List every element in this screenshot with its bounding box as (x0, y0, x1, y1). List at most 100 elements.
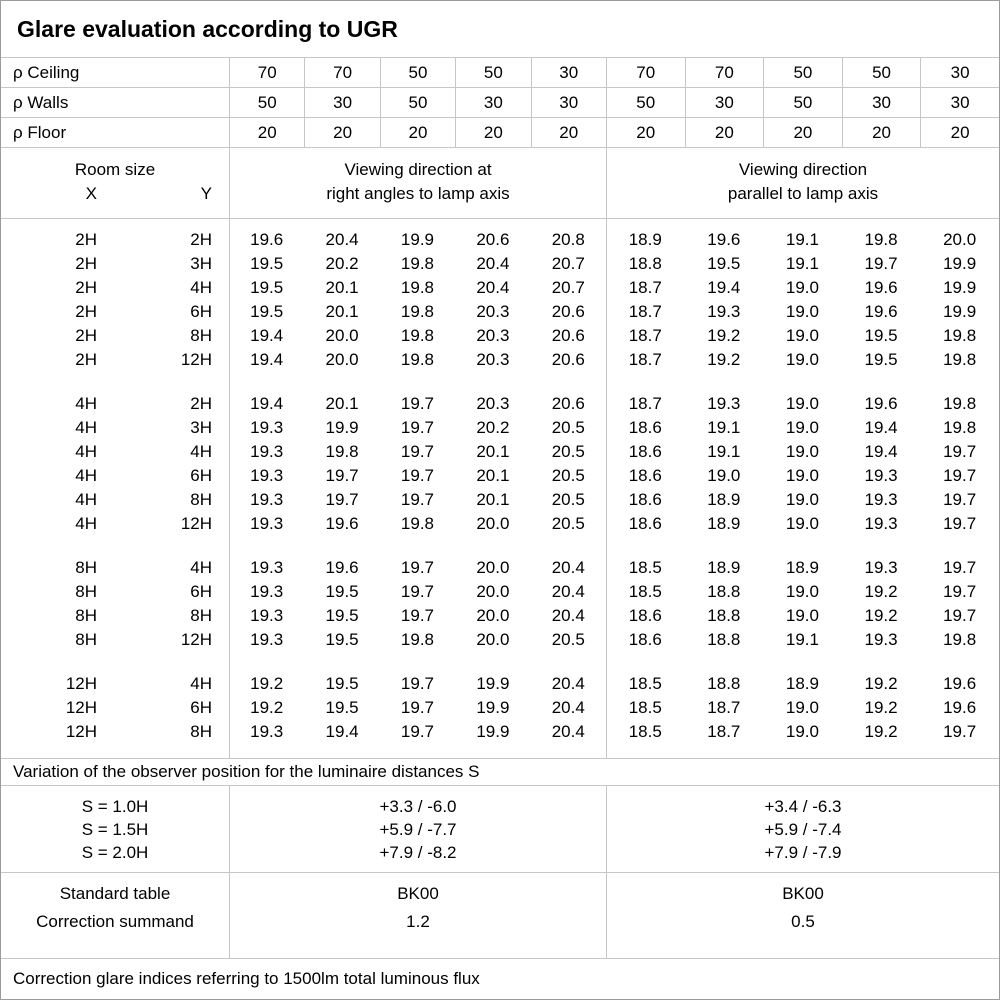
reflectance-row-walls: ρ Walls 50 30 50 30 30 50 30 50 30 30 (1, 88, 999, 118)
ugr-value: 19.3 (864, 558, 898, 577)
s-label: S = 2.0H (81, 843, 149, 862)
ugr-value: 19.8 (325, 442, 359, 461)
ugr-value: 19.6 (325, 558, 359, 577)
ugr-value: 19.7 (400, 606, 435, 625)
table-header-row: Room size X Y Viewing direction at right… (1, 148, 999, 219)
room-y-value: 4H (190, 558, 212, 577)
ugr-value: 18.8 (707, 630, 741, 649)
ugr-value: 19.3 (250, 490, 284, 509)
ugr-value: 19.8 (864, 230, 898, 249)
ugr-value: 18.5 (628, 674, 662, 693)
ugr-value: 18.8 (707, 582, 741, 601)
reflectance-value: 30 (530, 88, 606, 117)
ugr-value: 19.8 (943, 394, 977, 413)
reflectance-value: 50 (763, 58, 842, 87)
ugr-value: 18.6 (628, 490, 662, 509)
reflectance-row-ceiling: ρ Ceiling 70 70 50 50 30 70 70 50 50 30 (1, 58, 999, 88)
ugr-value: 18.9 (785, 674, 819, 693)
ugr-value: 19.3 (250, 722, 284, 741)
ugr-value: 18.7 (628, 302, 662, 321)
ugr-value: 19.3 (250, 606, 284, 625)
ugr-value: 19.5 (250, 278, 284, 297)
room-x-value: 2H (75, 302, 97, 321)
ugr-value: 18.6 (628, 606, 662, 625)
ugr-value: 19.7 (943, 582, 977, 601)
room-x-value: 2H (75, 230, 97, 249)
ugr-value: 19.0 (785, 394, 819, 413)
reflectance-value: 30 (304, 88, 379, 117)
ugr-value: 19.0 (785, 418, 819, 437)
ugr-value: 19.7 (325, 490, 359, 509)
reflectance-value: 20 (841, 118, 921, 147)
ugr-value: 19.0 (785, 466, 819, 485)
room-x-value: 4H (75, 418, 97, 437)
ugr-value: 19.8 (400, 326, 435, 345)
ugr-value: 20.5 (551, 490, 585, 509)
room-y-value: 4H (190, 442, 212, 461)
ugr-value: 20.4 (551, 582, 585, 601)
ugr-value: 19.5 (325, 582, 359, 601)
ugr-value: 19.5 (250, 254, 284, 273)
ugr-value: 19.7 (400, 442, 435, 461)
ugr-value: 20.4 (551, 722, 585, 741)
ugr-value: 19.9 (943, 302, 977, 321)
reflectance-label-walls: ρ Walls (13, 92, 69, 112)
ugr-value: 19.3 (250, 630, 284, 649)
reflectance-value: 50 (379, 58, 455, 87)
ugr-value: 20.6 (551, 326, 585, 345)
reflectance-value: 70 (684, 58, 764, 87)
ugr-data-area: 2H 2H 19.6 20.4 19.9 20.6 20.8 18.9 19.6… (1, 219, 999, 758)
header-right-angles-line1: Viewing direction at (344, 160, 492, 179)
ugr-row: 12H 8H 19.3 19.4 19.7 19.9 20.4 18.5 18.… (1, 720, 999, 744)
ugr-value: 19.8 (943, 326, 977, 345)
s-correction-value: +5.9 / -7.4 (764, 820, 842, 839)
room-y-value: 8H (190, 606, 212, 625)
reflectance-value: 30 (920, 88, 999, 117)
standard-values-parallel: BK00 0.5 (606, 873, 999, 958)
room-size-y-label: Y (200, 184, 212, 203)
reflectance-value: 20 (684, 118, 764, 147)
room-y-value: 2H (190, 394, 212, 413)
ugr-value: 19.5 (864, 350, 898, 369)
ugr-value: 19.6 (325, 514, 359, 533)
ugr-value: 20.4 (325, 230, 359, 249)
standard-table-value: BK00 (397, 884, 439, 903)
ugr-value: 19.7 (400, 490, 435, 509)
ugr-value: 18.6 (628, 630, 662, 649)
correction-summand-label: Correction summand (36, 912, 194, 931)
ugr-value: 20.0 (476, 630, 510, 649)
ugr-value: 19.0 (707, 466, 741, 485)
reflectance-value: 50 (229, 88, 304, 117)
ugr-value: 19.7 (400, 722, 435, 741)
reflectance-value: 50 (763, 88, 842, 117)
ugr-value: 18.7 (628, 394, 662, 413)
ugr-value: 19.1 (785, 230, 819, 249)
ugr-value: 18.9 (785, 558, 819, 577)
ugr-value: 19.5 (325, 674, 359, 693)
reflectance-value: 50 (455, 58, 530, 87)
ugr-value: 19.2 (250, 698, 284, 717)
ugr-row: 2H 12H 19.4 20.0 19.8 20.3 20.6 18.7 19.… (1, 348, 999, 372)
room-x-value: 2H (75, 350, 97, 369)
s-label: S = 1.0H (81, 797, 149, 816)
ugr-value: 19.0 (785, 606, 819, 625)
ugr-value: 19.3 (864, 514, 898, 533)
ugr-value: 19.9 (400, 230, 435, 249)
ugr-value: 18.5 (628, 558, 662, 577)
room-y-value: 8H (190, 490, 212, 509)
ugr-value: 19.6 (864, 394, 898, 413)
ugr-row: 4H 8H 19.3 19.7 19.7 20.1 20.5 18.6 18.9… (1, 488, 999, 512)
room-x-value: 4H (75, 466, 97, 485)
ugr-value: 20.1 (325, 302, 359, 321)
ugr-row: 4H 2H 19.4 20.1 19.7 20.3 20.6 18.7 19.3… (1, 392, 999, 416)
ugr-value: 19.2 (250, 674, 284, 693)
ugr-value: 19.2 (864, 698, 898, 717)
correction-summand-value: 1.2 (406, 912, 430, 931)
header-parallel-section: Viewing direction parallel to lamp axis (606, 148, 999, 218)
ugr-row: 2H 8H 19.4 20.0 19.8 20.3 20.6 18.7 19.2… (1, 324, 999, 348)
ugr-value: 19.8 (943, 418, 977, 437)
room-y-value: 12H (180, 350, 212, 369)
room-x-value: 4H (75, 490, 97, 509)
room-x-value: 2H (75, 326, 97, 345)
ugr-value: 19.8 (400, 254, 435, 273)
